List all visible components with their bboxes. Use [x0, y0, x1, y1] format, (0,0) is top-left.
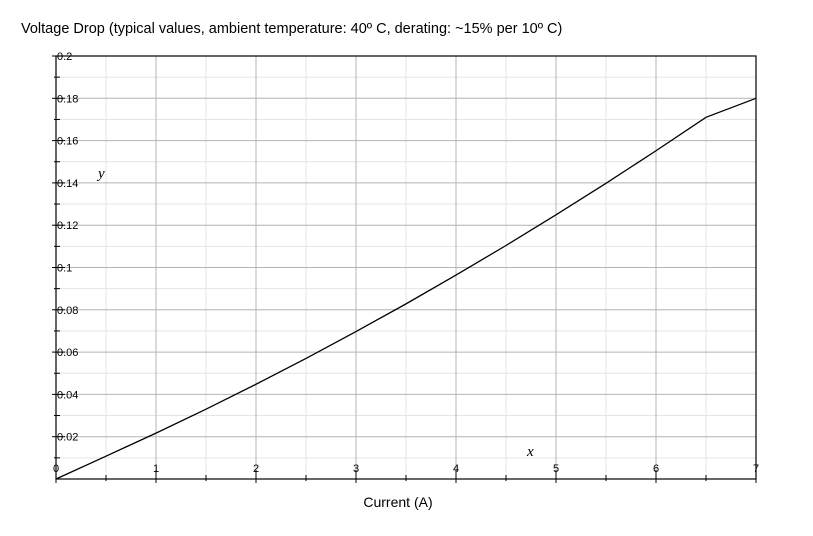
y-tick-label: 0.02 [57, 432, 78, 444]
y-tick-label: 0.16 [57, 136, 78, 148]
x-tick-label: 6 [653, 463, 659, 475]
tick-labels: 0 1 2 3 4 5 6 7 0.02 0.04 0.06 0.08 0.1 0.12 0.14 0.16 0… [53, 51, 759, 475]
y-tick-label: 0.06 [57, 347, 78, 359]
y-tick-label: 0.18 [57, 93, 78, 105]
axis-ticks [52, 55, 757, 483]
x-tick-label: 2 [253, 463, 259, 475]
y-tick-label: 0.08 [57, 305, 78, 317]
x-tick-label: 4 [453, 463, 459, 475]
y-tick-label: 0.12 [57, 220, 78, 232]
y-tick-label: 0.14 [57, 178, 78, 190]
y-tick-label: 0.04 [57, 389, 78, 401]
y-tick-label: 0.2 [57, 51, 72, 63]
x-tick-label: 5 [553, 463, 559, 475]
y-axis-variable: y [96, 166, 105, 182]
x-axis-label: Current (A) [363, 494, 432, 510]
x-tick-label: 7 [753, 463, 759, 475]
x-tick-label: 0 [53, 463, 59, 475]
series-layer [55, 97, 757, 480]
x-axis-variable: x [526, 444, 534, 460]
major-grid [56, 56, 756, 479]
series-line-0 [55, 97, 757, 480]
x-tick-label: 1 [153, 463, 159, 475]
chart-title: Voltage Drop (typical values, ambient te… [21, 21, 563, 37]
x-tick-label: 3 [353, 463, 359, 475]
y-tick-label: 0.1 [57, 263, 72, 275]
